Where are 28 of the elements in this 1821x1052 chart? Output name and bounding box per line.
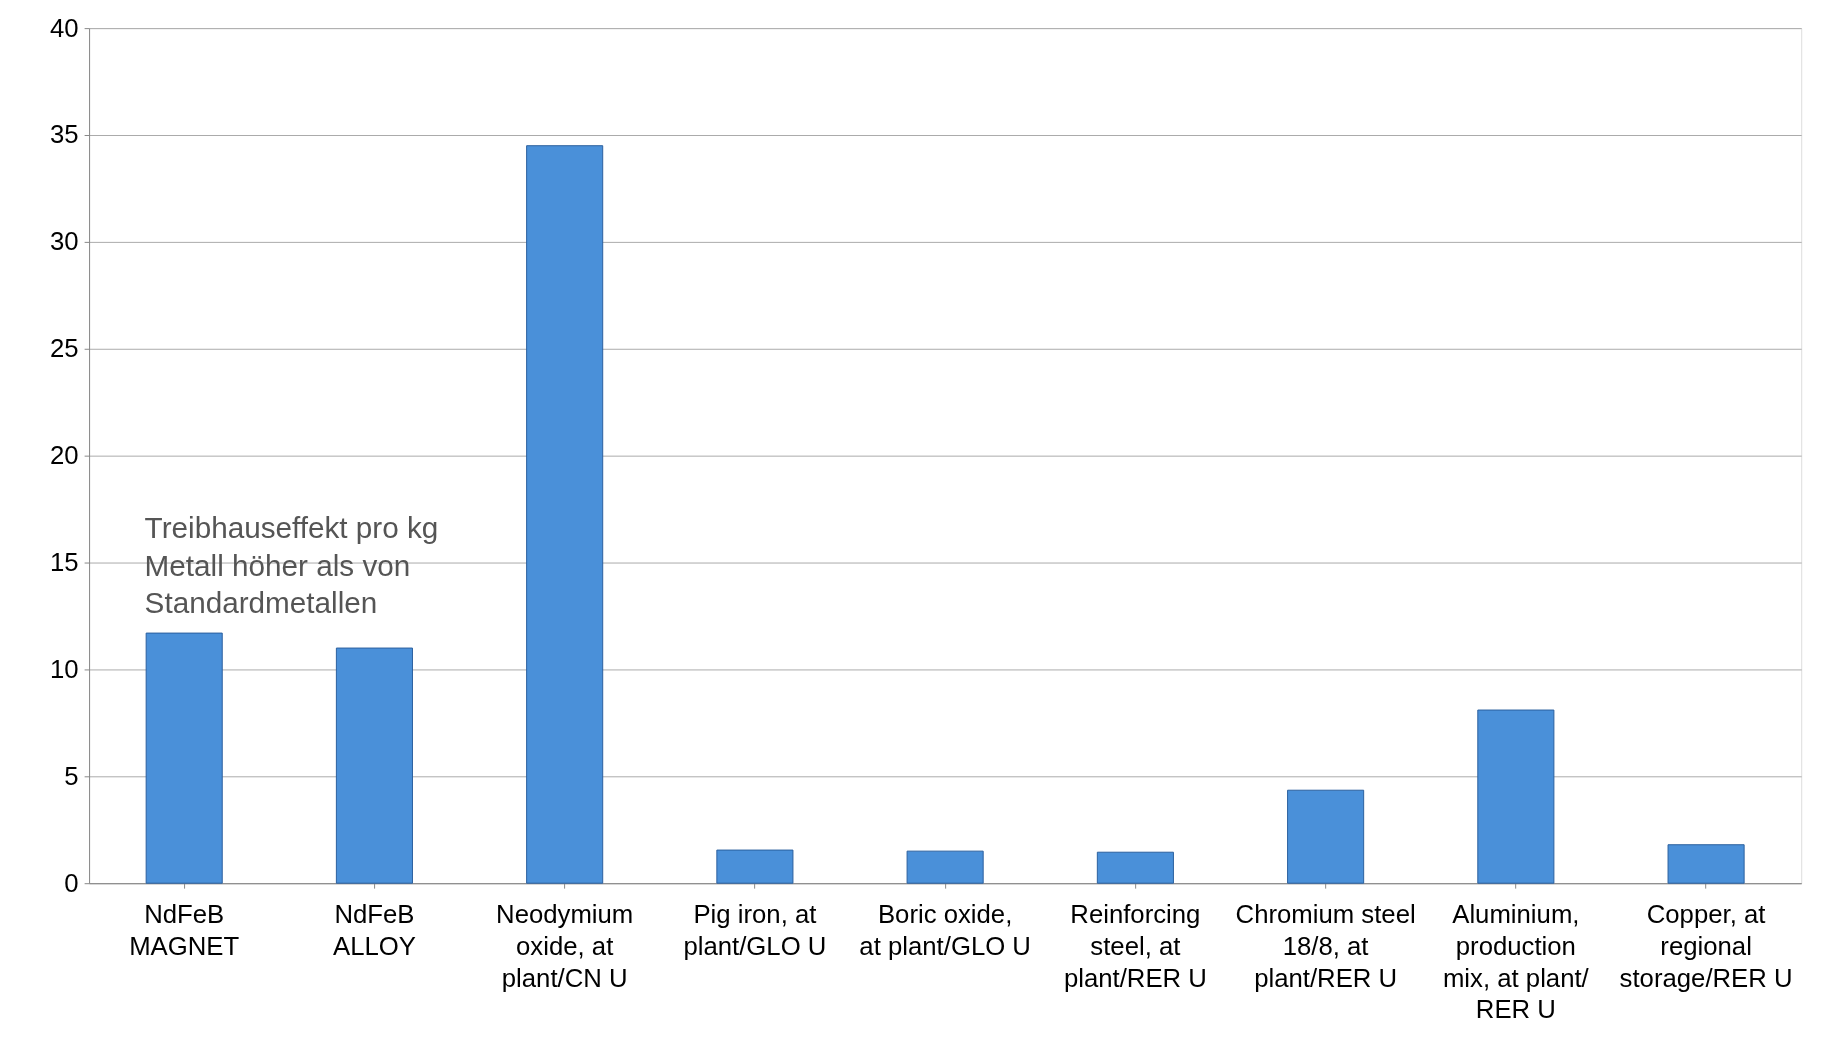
annotation: Treibhauseffekt pro kg Metall höher als von Standardmetallen xyxy=(144,511,439,620)
bar xyxy=(1287,789,1365,884)
x-tick-label: Neodymium oxide, at plant/CN U xyxy=(496,900,634,992)
bar xyxy=(906,850,984,884)
x-tick-label: Boric oxide, at plant/GLO U xyxy=(859,900,1031,960)
y-tick-label: 30 xyxy=(50,227,79,256)
bar xyxy=(145,632,223,884)
bar xyxy=(335,647,413,884)
x-tick-label: Chromium steel 18/8, at plant/RER U xyxy=(1235,900,1416,992)
y-tick-label: 5 xyxy=(64,761,79,790)
y-tick-label: 35 xyxy=(50,120,79,149)
y-tick-label: 40 xyxy=(50,13,79,42)
y-tick-label: 10 xyxy=(50,654,79,683)
x-tick-label: NdFeB MAGNET xyxy=(129,900,240,960)
y-tick-label: 15 xyxy=(50,547,79,576)
y-tick-label: 25 xyxy=(50,334,79,363)
bar xyxy=(526,145,604,884)
x-tick-label: Aluminium, production mix, at plant/ RER U xyxy=(1442,900,1590,1024)
x-tick-label: Pig iron, at plant/GLO U xyxy=(683,900,827,960)
y-tick-label: 20 xyxy=(50,441,79,470)
bar xyxy=(1667,844,1745,884)
x-tick-label: Copper, at regional storage/RER U xyxy=(1619,900,1793,992)
bar xyxy=(1477,709,1555,884)
y-tick-label: 0 xyxy=(64,868,79,897)
x-tick-label: NdFeB ALLOY xyxy=(332,900,416,960)
bar xyxy=(1096,851,1174,884)
bar xyxy=(716,849,794,884)
x-tick-label: Reinforcing steel, at plant/RER U xyxy=(1063,900,1207,992)
